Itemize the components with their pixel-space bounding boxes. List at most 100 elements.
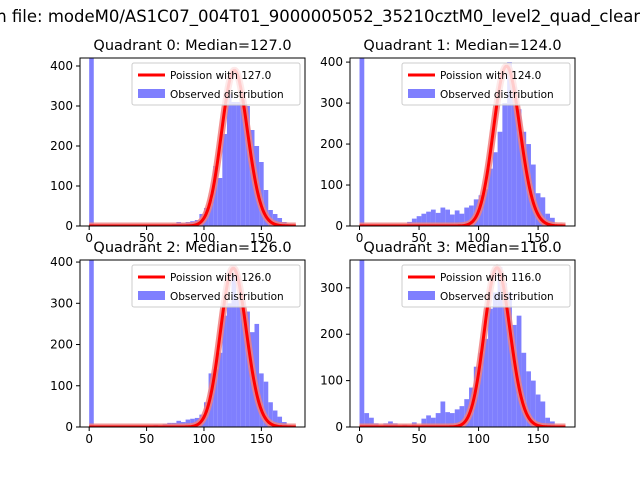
histogram-bar xyxy=(254,323,260,427)
histogram-bar xyxy=(421,213,427,226)
subplot-title: Quadrant 1: Median=124.0 xyxy=(363,38,561,54)
x-tick-label: 150 xyxy=(250,432,273,446)
histogram-bar xyxy=(426,211,431,226)
histogram-bar xyxy=(217,178,223,226)
y-tick-label: 400 xyxy=(50,59,73,73)
x-tick-label: 150 xyxy=(250,231,273,245)
histogram-bar xyxy=(545,417,550,427)
y-tick-label: 200 xyxy=(320,327,343,341)
legend-observed-swatch xyxy=(138,89,165,98)
histogram-bar xyxy=(213,166,218,226)
legend-poisson-label: Poission with 127.0 xyxy=(170,70,271,82)
x-tick-label: 0 xyxy=(85,231,93,245)
legend-observed-label: Observed distribution xyxy=(170,291,284,303)
histogram-bar xyxy=(245,106,250,226)
histogram-bar xyxy=(535,394,541,427)
histogram-bar xyxy=(459,406,465,427)
y-tick-label: 100 xyxy=(320,178,343,192)
histogram-bar xyxy=(507,292,512,427)
x-tick-label: 100 xyxy=(467,231,490,245)
histogram-bar xyxy=(359,260,365,427)
y-tick-label: 0 xyxy=(65,420,73,434)
histogram-bar xyxy=(245,311,250,427)
legend-box xyxy=(401,264,571,308)
histogram-bar xyxy=(226,94,232,226)
x-tick-label: 100 xyxy=(467,432,490,446)
histogram-bar xyxy=(240,94,246,226)
x-tick-label: 50 xyxy=(411,432,426,446)
histogram-bar xyxy=(263,381,269,427)
subplot-quadrant-3: 0 50 100 150 0 100 200 300 Quadrant 3: Median=11… xyxy=(320,240,576,446)
y-tick-label: 300 xyxy=(50,99,73,113)
y-tick-label: 0 xyxy=(65,219,73,233)
histogram-bar xyxy=(469,205,474,226)
y-tick-label: 300 xyxy=(50,296,73,310)
figure-suptitle: n file: modeM0/AS1C07_004T01_9000005052_… xyxy=(0,7,640,27)
y-tick-label: 400 xyxy=(320,55,343,69)
histogram-bar xyxy=(236,299,241,427)
legend-observed-swatch xyxy=(408,291,435,300)
histogram-bar xyxy=(445,412,450,427)
histogram-bar xyxy=(502,103,508,226)
legend-poisson-label: Poission with 124.0 xyxy=(440,70,541,82)
subplot-quadrant-0: 0 50 100 150 0 100 200 300 400 Quadrant 0: Median… xyxy=(50,38,306,245)
histogram-bar xyxy=(516,109,522,226)
legend: Poission with 127.0 Observed distribution xyxy=(131,62,301,106)
histogram-bar xyxy=(440,401,446,427)
axes-frame xyxy=(349,259,576,428)
histogram-bar xyxy=(364,413,370,427)
histogram-bar xyxy=(268,402,273,427)
histogram-bar xyxy=(483,189,489,226)
subplot-title: Quadrant 2: Median=126.0 xyxy=(93,240,291,256)
histogram-bar xyxy=(464,207,470,226)
histogram-bar xyxy=(521,352,527,427)
histogram-bar xyxy=(454,210,460,226)
histogram-bar xyxy=(236,102,241,226)
legend-observed-label: Observed distribution xyxy=(440,291,554,303)
x-tick-label: 0 xyxy=(85,432,93,446)
poisson-curve xyxy=(88,266,297,427)
histogram-bar xyxy=(488,308,493,427)
x-tick-label: 100 xyxy=(193,432,216,446)
x-tick-label: 150 xyxy=(527,231,550,245)
histogram-bar xyxy=(272,214,278,226)
histogram-bar xyxy=(359,58,365,226)
histogram-bar xyxy=(231,274,237,427)
y-tick-label: 100 xyxy=(50,179,73,193)
histogram-bar xyxy=(526,371,531,427)
histogram-bar xyxy=(213,369,218,427)
histogram-bar xyxy=(263,190,269,226)
y-tick-label: 0 xyxy=(335,219,343,233)
legend-observed-swatch xyxy=(408,89,435,98)
x-tick-label: 0 xyxy=(356,432,364,446)
histogram-bar xyxy=(492,152,498,226)
y-tick-label: 100 xyxy=(50,379,73,393)
legend-box xyxy=(401,62,571,106)
histogram-bar xyxy=(185,419,191,427)
legend: Poission with 126.0 Observed distribution xyxy=(131,264,301,308)
x-tick-label: 50 xyxy=(139,432,154,446)
legend-box xyxy=(131,264,301,308)
y-tick-label: 400 xyxy=(50,255,73,269)
axes-frame xyxy=(79,259,306,428)
histogram-bar xyxy=(492,292,498,427)
histogram-bar xyxy=(483,338,489,427)
histogram-bar xyxy=(208,200,214,226)
histogram-bar xyxy=(435,212,441,226)
y-tick-label: 300 xyxy=(320,281,343,295)
histogram-bar xyxy=(231,102,237,226)
histogram-bar xyxy=(222,315,227,427)
histogram-bar xyxy=(545,213,550,226)
plot-area xyxy=(86,260,299,427)
y-tick-label: 200 xyxy=(50,338,73,352)
plot-area xyxy=(357,260,568,427)
legend: Poission with 116.0 Observed distribution xyxy=(401,264,571,308)
histogram-bar xyxy=(421,418,427,427)
y-tick-label: 200 xyxy=(50,139,73,153)
histogram-bar xyxy=(445,209,450,226)
histogram-bar xyxy=(540,197,546,226)
histogram-bar xyxy=(226,303,232,427)
histogram-bar xyxy=(450,413,455,427)
y-tick-label: 0 xyxy=(335,420,343,434)
